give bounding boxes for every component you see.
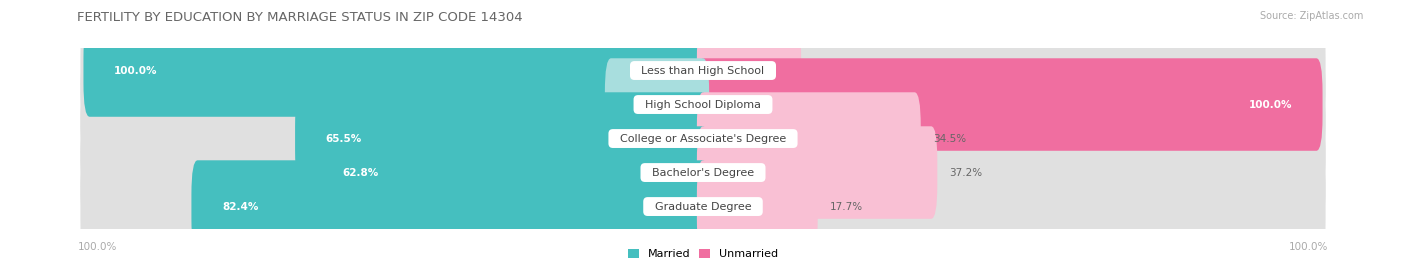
FancyBboxPatch shape [697,160,818,253]
FancyBboxPatch shape [80,41,1326,168]
Text: College or Associate's Degree: College or Associate's Degree [613,133,793,144]
Text: 0.0%: 0.0% [658,100,685,109]
FancyBboxPatch shape [80,75,1326,202]
FancyBboxPatch shape [83,24,709,117]
FancyBboxPatch shape [80,109,1326,236]
Text: 37.2%: 37.2% [949,168,983,178]
Text: Bachelor's Degree: Bachelor's Degree [645,168,761,178]
FancyBboxPatch shape [80,7,1326,134]
Text: Less than High School: Less than High School [634,66,772,76]
FancyBboxPatch shape [605,58,709,151]
Text: Graduate Degree: Graduate Degree [648,201,758,211]
Text: Source: ZipAtlas.com: Source: ZipAtlas.com [1260,11,1364,21]
FancyBboxPatch shape [697,58,1323,151]
FancyBboxPatch shape [312,126,709,219]
Text: 65.5%: 65.5% [326,133,361,144]
Text: 100.0%: 100.0% [114,66,157,76]
Text: 100.0%: 100.0% [1289,242,1329,253]
Text: FERTILITY BY EDUCATION BY MARRIAGE STATUS IN ZIP CODE 14304: FERTILITY BY EDUCATION BY MARRIAGE STATU… [77,11,523,24]
FancyBboxPatch shape [697,126,938,219]
FancyBboxPatch shape [295,92,709,185]
Text: 100.0%: 100.0% [1249,100,1292,109]
FancyBboxPatch shape [191,160,709,253]
Legend: Married, Unmarried: Married, Unmarried [623,244,783,263]
Text: 62.8%: 62.8% [342,168,378,178]
Text: High School Diploma: High School Diploma [638,100,768,109]
Text: 82.4%: 82.4% [222,201,259,211]
FancyBboxPatch shape [80,143,1326,269]
FancyBboxPatch shape [697,92,921,185]
Text: 17.7%: 17.7% [830,201,863,211]
FancyBboxPatch shape [697,24,801,117]
Text: 100.0%: 100.0% [77,242,117,253]
Text: 34.5%: 34.5% [934,133,966,144]
Text: 0.0%: 0.0% [721,66,748,76]
